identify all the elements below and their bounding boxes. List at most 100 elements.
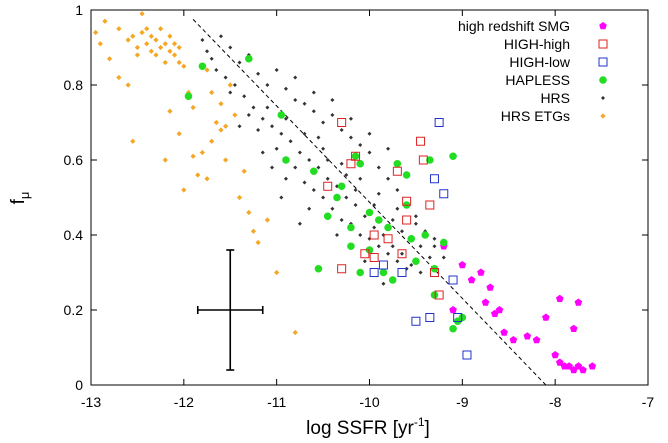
hrs-point <box>228 90 233 95</box>
hrs-etgs-point <box>171 52 178 58</box>
hapless-point <box>198 62 207 71</box>
hrs-point <box>390 218 395 222</box>
hrs-point <box>418 244 423 249</box>
x-tick-label: -9 <box>456 394 469 410</box>
hapless-point <box>449 152 457 161</box>
high-redshift-smg-point <box>481 298 490 306</box>
hrs-point <box>432 236 437 241</box>
legend-label: HIGH-low <box>509 54 571 70</box>
hrs-point <box>353 188 358 192</box>
high-redshift-smg-point <box>588 362 597 370</box>
hrs-point <box>260 150 265 155</box>
hrs-point <box>395 188 400 192</box>
hrs-point <box>283 86 288 91</box>
legend-label: HRS <box>540 90 570 106</box>
high-high-point <box>337 118 347 127</box>
x-tick-label: -10 <box>359 394 379 410</box>
hrs-etgs-point <box>176 59 182 66</box>
hrs-point <box>293 75 298 80</box>
hrs-etgs-point <box>130 33 136 39</box>
hapless-point <box>365 246 374 254</box>
x-tick-label: -11 <box>267 394 286 410</box>
hrs-point <box>376 165 381 170</box>
high-low-point <box>378 260 388 270</box>
hrs-point <box>293 165 298 170</box>
high-redshift-smg-point <box>574 298 583 306</box>
hapless-point <box>449 324 457 333</box>
hrs-point <box>409 263 414 267</box>
hrs-etgs-point <box>130 138 136 144</box>
hrs-point <box>427 255 432 260</box>
hapless-point <box>277 111 286 119</box>
hrs-point <box>372 203 377 207</box>
hrs-point <box>228 45 233 50</box>
hrs-point <box>274 146 279 151</box>
high-low-point <box>397 268 407 277</box>
hrs-point <box>321 120 326 125</box>
hrs-point <box>386 251 391 256</box>
y-axis-title: fμ <box>8 192 32 205</box>
high-high-point <box>434 290 444 300</box>
hapless-point <box>356 268 365 277</box>
high-high-point <box>418 155 428 165</box>
hrs-point <box>270 165 275 170</box>
hapless-point <box>412 257 420 266</box>
hrs-point <box>242 94 247 99</box>
high-low-point <box>448 275 458 285</box>
hrs-point <box>418 270 423 275</box>
high-high-point <box>402 215 412 225</box>
legend-marker <box>599 76 607 84</box>
hapless-point <box>351 152 360 161</box>
hrs-etgs-point <box>199 149 205 156</box>
hrs-point <box>413 221 418 226</box>
hapless-point <box>384 223 392 232</box>
y-tick-label: 0.4 <box>64 227 84 243</box>
hrs-etgs-point <box>139 29 145 36</box>
hrs-point <box>348 116 353 121</box>
hrs-point <box>372 225 377 230</box>
high-low-point <box>425 313 435 322</box>
hrs-point <box>344 173 349 177</box>
data-points <box>93 11 597 374</box>
hrs-point <box>297 150 302 155</box>
hrs-etgs-point <box>227 82 233 88</box>
hapless-point <box>347 242 355 251</box>
high-low-point <box>453 313 463 322</box>
axis-ticks <box>90 9 649 386</box>
hrs-point <box>390 244 395 249</box>
y-tick-label: 0.8 <box>64 77 84 93</box>
hrs-point <box>344 195 349 200</box>
hrs-etgs-point <box>116 74 122 81</box>
legend-marker <box>598 39 608 49</box>
hapless-point <box>314 264 323 273</box>
hrs-etgs-point <box>158 44 164 51</box>
hrs-etgs-point <box>139 11 145 17</box>
hapless-point <box>421 231 430 239</box>
high-low-point <box>434 118 444 127</box>
high-redshift-smg-point <box>523 332 532 340</box>
hrs-etgs-point <box>158 26 164 32</box>
hrs-etgs-point <box>134 44 141 51</box>
high-redshift-smg-point <box>500 328 508 336</box>
hapless-point <box>402 171 411 179</box>
y-tick-label: 0.2 <box>64 302 84 318</box>
hapless-point <box>458 313 467 322</box>
high-redshift-smg-point <box>467 276 476 284</box>
hrs-point <box>358 176 363 181</box>
hrs-etgs-point <box>171 41 178 47</box>
hrs-point <box>339 218 344 222</box>
hrs-point <box>321 195 326 200</box>
hapless-point <box>184 92 193 101</box>
hrs-etgs-point <box>162 41 168 47</box>
high-high-point <box>429 268 439 277</box>
hrs-etgs-point <box>167 48 173 54</box>
hrs-point <box>399 251 404 256</box>
hrs-point <box>376 244 381 249</box>
error-bar <box>196 249 264 371</box>
hapless-point <box>374 216 383 224</box>
hrs-etgs-point <box>218 127 224 133</box>
fit-line <box>192 19 547 386</box>
hapless-point <box>407 234 416 243</box>
hrs-etgs-point <box>176 44 182 51</box>
